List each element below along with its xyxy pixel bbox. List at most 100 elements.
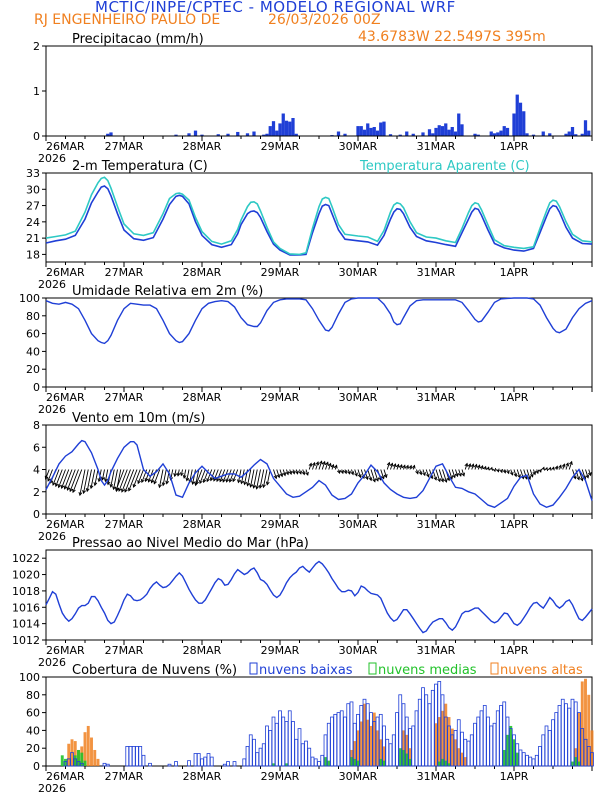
x-tick-label: 28MAR	[183, 770, 222, 783]
wind-arrow-head	[386, 461, 391, 466]
cloud-legend-swatch	[249, 662, 258, 675]
wind-arrow-head	[161, 482, 166, 487]
clouds-ytick-label: 80	[26, 689, 40, 702]
rh-frame	[45, 297, 593, 388]
precip-bar	[512, 113, 516, 136]
cloud-bar-low	[330, 716, 334, 767]
precip-bar	[281, 113, 285, 136]
cloud-bar-high	[93, 749, 97, 766]
cloud-bar-low	[528, 756, 533, 767]
mslp-ytick-label: 1016	[12, 601, 40, 614]
cloud-bar-high	[460, 752, 464, 766]
cloud-bar-high	[437, 717, 441, 766]
precip-bar	[567, 131, 571, 136]
cloud-bar-low	[326, 722, 331, 767]
wind-arrow	[263, 469, 268, 488]
cloud-bar-low	[570, 698, 575, 767]
x-tick-label: 31MAR	[417, 140, 456, 153]
wind-arrow	[186, 469, 190, 481]
cloud-bar-low	[388, 743, 393, 767]
cloud-bar-mid	[571, 761, 574, 766]
mslp-ytick-label: 1018	[12, 585, 40, 598]
precip-bar	[564, 133, 568, 136]
cloud-bar-high	[86, 725, 90, 766]
wind-arrow-head	[60, 484, 65, 489]
cloud-bar-low	[265, 725, 269, 767]
cloud-bar-low	[261, 743, 266, 767]
wind-arrow-head	[357, 474, 362, 479]
cloud-bar-low	[268, 730, 273, 767]
wind-arrow	[529, 469, 534, 477]
rh-panel: 0 20 40 60 80 100 26MAR 27MAR 28MAR 29MAR 30MAR 31M…	[19, 284, 593, 416]
rh-ytick-label: 40	[26, 345, 40, 358]
wind-arrow-head	[336, 469, 341, 474]
x-tick-label: 29MAR	[261, 266, 300, 279]
cloud-bar-low	[518, 749, 523, 767]
temp-title: 2-m Temperatura (C)	[72, 159, 208, 174]
x-tick-label: 26MAR	[46, 266, 85, 279]
page-title: MCTIC/INPE/CPTEC - MODELO REGIONAL WRF	[95, 0, 456, 16]
wind-arrow	[422, 469, 426, 476]
cloud-legend-label: nuvens altas	[500, 663, 583, 678]
clouds-ytick-label: 20	[26, 742, 40, 755]
mslp-line	[45, 560, 593, 634]
precip-bar	[505, 127, 510, 136]
wind-arrow-head	[333, 464, 338, 469]
x-year-label: 2026	[38, 656, 66, 669]
wind-arrow-head	[294, 470, 299, 475]
wind-arrow	[90, 469, 96, 489]
x-tick-label: 30MAR	[339, 391, 378, 404]
cloud-bar-mid	[272, 763, 275, 766]
wind-arrow-head	[222, 478, 226, 483]
wind-arrow-head	[298, 470, 302, 475]
precip-bar	[109, 132, 113, 136]
x-tick-label: 27MAR	[105, 644, 144, 657]
wind-arrow-head	[464, 462, 469, 467]
precip-bar	[411, 133, 415, 136]
wind-arrow	[128, 469, 138, 491]
wind-arrow-head	[383, 474, 388, 479]
wind-arrow-head	[499, 469, 503, 474]
cloud-bar-low	[538, 746, 542, 767]
temp-ytick-label: 18	[26, 248, 40, 261]
wind-arrow-head	[433, 476, 438, 481]
wind-arrow-head	[315, 461, 320, 466]
wind-arrow-head	[206, 478, 210, 483]
cloud-bar-low	[105, 763, 110, 767]
precip-bar	[369, 127, 373, 136]
wind-arrow-head	[236, 479, 241, 484]
x-year-label: 2026	[38, 278, 66, 291]
cloud-bar-low	[333, 713, 338, 767]
cloud-bar-high	[379, 739, 383, 766]
cloud-bar-low	[466, 740, 471, 767]
mslp-panel: 1012 1014 1016 1018 1020 1022 26MAR 27MAR 28MAR 2…	[12, 536, 593, 669]
wind-arrow-head	[392, 463, 397, 468]
cloud-bar-low	[167, 763, 172, 767]
cloud-bar-low	[187, 760, 191, 767]
wind-arrow	[364, 469, 369, 480]
cloud-bar-low	[138, 746, 143, 767]
rh-title: Umidade Relativa em 2m (%)	[72, 284, 263, 299]
wind-arrow-head	[121, 488, 125, 493]
rh-line	[45, 297, 593, 345]
wind-arrow-head	[541, 466, 545, 471]
wind-arrow	[282, 469, 286, 476]
wind-arrow-head	[282, 472, 287, 477]
mslp-ytick-label: 1022	[12, 552, 40, 565]
wind-arrow-head	[173, 473, 178, 478]
cloud-bar-low	[590, 752, 594, 767]
wind-arrow-head	[389, 462, 394, 467]
cloud-bar-low	[482, 705, 487, 767]
wind-arrow-head	[402, 464, 406, 469]
precip-bar	[291, 118, 295, 136]
cloud-bar-mid	[83, 760, 87, 766]
cloud-bar-mid	[327, 760, 331, 766]
wind-arrow-head	[343, 470, 348, 475]
precip-bar	[502, 126, 506, 136]
wind-ytick-label: 2	[33, 486, 40, 499]
wind-arrow-head	[569, 460, 573, 465]
wind-arrow	[195, 469, 203, 485]
cloud-bar-high	[67, 743, 71, 766]
precip-bar	[457, 113, 461, 136]
